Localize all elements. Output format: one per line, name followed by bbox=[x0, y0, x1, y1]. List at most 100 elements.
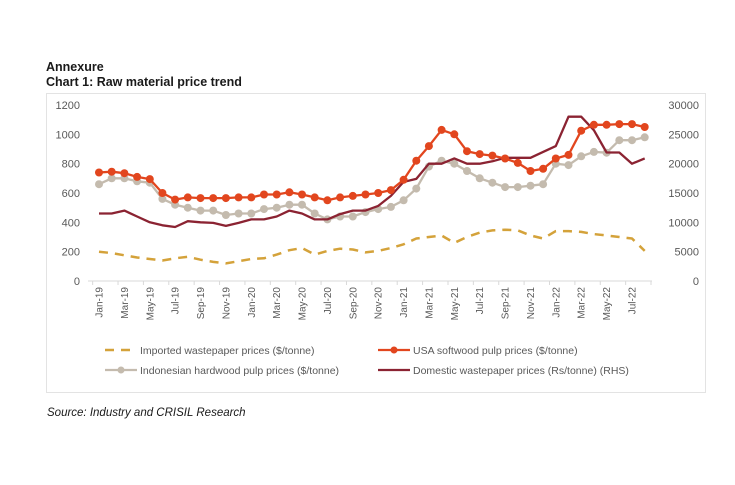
x-tick-label: Mar-20 bbox=[272, 287, 283, 319]
x-tick-label: Jul-20 bbox=[323, 287, 334, 315]
data-point-indonesian_hardwood bbox=[196, 206, 205, 215]
data-point-indonesian_hardwood bbox=[298, 200, 306, 209]
chart-title: Chart 1: Raw material price trend bbox=[46, 75, 242, 89]
y-tick-label-right: 10000 bbox=[668, 217, 699, 229]
data-point-indonesian_hardwood bbox=[348, 212, 357, 221]
data-point-usa_softwood bbox=[539, 164, 548, 173]
y-tick-label-left: 800 bbox=[62, 159, 80, 171]
y-tick-label-left: 600 bbox=[62, 188, 80, 200]
data-point-indonesian_hardwood bbox=[615, 136, 624, 145]
data-point-usa_softwood bbox=[424, 142, 433, 151]
data-point-indonesian_hardwood bbox=[183, 203, 192, 212]
data-point-indonesian_hardwood bbox=[450, 159, 459, 168]
data-point-usa_softwood bbox=[602, 120, 611, 129]
data-point-indonesian_hardwood bbox=[640, 133, 649, 142]
x-axis: Jan-19 Mar-19 May-19 Jul-19 Sep-19 Nov-19 Jan-… bbox=[88, 280, 652, 321]
data-point-usa_softwood bbox=[488, 151, 497, 160]
data-point-usa_softwood bbox=[196, 194, 205, 203]
y-tick-label-left: 1200 bbox=[56, 100, 80, 112]
data-point-indonesian_hardwood bbox=[513, 183, 522, 192]
data-point-usa_softwood bbox=[285, 188, 294, 197]
data-point-usa_softwood bbox=[374, 189, 383, 197]
data-point-usa_softwood bbox=[247, 193, 256, 202]
data-point-indonesian_hardwood bbox=[475, 174, 484, 183]
data-point-usa_softwood bbox=[260, 190, 268, 199]
data-point-indonesian_hardwood bbox=[463, 167, 471, 175]
y-axis-left: 0 200 400 600 800 1000 1200 bbox=[56, 100, 80, 288]
data-point-usa_softwood bbox=[589, 120, 598, 129]
y-tick-label-left: 200 bbox=[62, 247, 80, 259]
data-point-indonesian_hardwood bbox=[399, 196, 408, 205]
x-tick-label: Jul-21 bbox=[475, 287, 486, 315]
data-point-usa_softwood bbox=[628, 120, 636, 129]
legend-label: USA softwood pulp prices ($/tonne) bbox=[413, 345, 578, 357]
legend-swatch-marker bbox=[117, 366, 125, 374]
series-layer bbox=[95, 115, 649, 265]
x-tick-label: Nov-21 bbox=[526, 287, 537, 320]
data-point-usa_softwood bbox=[107, 167, 116, 176]
data-point-indonesian_hardwood bbox=[589, 147, 598, 156]
data-point-usa_softwood bbox=[577, 126, 586, 135]
data-point-indonesian_hardwood bbox=[158, 194, 167, 203]
data-point-usa_softwood bbox=[615, 120, 624, 129]
x-tick-label: May-21 bbox=[450, 287, 461, 321]
x-tick-label: Sep-21 bbox=[501, 287, 512, 320]
data-point-indonesian_hardwood bbox=[577, 152, 586, 161]
data-point-indonesian_hardwood bbox=[260, 205, 268, 214]
data-point-usa_softwood bbox=[513, 158, 522, 167]
x-tick-label: Sep-19 bbox=[196, 287, 207, 320]
data-point-indonesian_hardwood bbox=[209, 206, 218, 215]
legend-item-usa_softwood: USA softwood pulp prices ($/tonne) bbox=[378, 345, 578, 357]
data-point-usa_softwood bbox=[120, 169, 129, 178]
data-point-indonesian_hardwood bbox=[310, 209, 319, 218]
data-point-indonesian_hardwood bbox=[564, 161, 573, 170]
legend-label: Domestic wastepaper prices (Rs/tonne) (R… bbox=[413, 365, 629, 377]
x-tick-label: Nov-19 bbox=[221, 287, 232, 320]
data-point-usa_softwood bbox=[564, 150, 573, 159]
data-point-usa_softwood bbox=[640, 123, 649, 131]
data-point-indonesian_hardwood bbox=[95, 180, 103, 189]
x-tick-label: Mar-22 bbox=[577, 287, 588, 319]
data-point-usa_softwood bbox=[272, 190, 281, 199]
data-point-usa_softwood bbox=[133, 172, 142, 181]
x-tick-label: May-20 bbox=[298, 287, 309, 321]
data-point-indonesian_hardwood bbox=[386, 202, 395, 211]
data-point-usa_softwood bbox=[501, 154, 510, 163]
series-line-domestic_wastepaper bbox=[99, 115, 646, 229]
data-point-usa_softwood bbox=[145, 175, 154, 184]
y-tick-label-right: 20000 bbox=[668, 159, 699, 171]
data-point-usa_softwood bbox=[437, 125, 446, 134]
y-tick-label-left: 0 bbox=[74, 276, 80, 288]
data-point-usa_softwood bbox=[221, 194, 230, 203]
data-point-usa_softwood bbox=[551, 154, 560, 163]
data-point-usa_softwood bbox=[361, 190, 370, 199]
data-point-usa_softwood bbox=[463, 147, 471, 156]
data-point-indonesian_hardwood bbox=[539, 180, 548, 189]
x-tick-label: Mar-21 bbox=[424, 287, 435, 319]
y-tick-label-right: 25000 bbox=[668, 129, 699, 141]
y-tick-label-left: 400 bbox=[62, 217, 80, 229]
data-point-usa_softwood bbox=[298, 190, 306, 199]
annexure-heading: Annexure bbox=[46, 60, 104, 74]
x-tick-label: Jan-20 bbox=[247, 287, 258, 318]
data-point-usa_softwood bbox=[323, 196, 332, 205]
data-point-usa_softwood bbox=[386, 186, 395, 195]
data-point-usa_softwood bbox=[399, 175, 408, 184]
data-point-indonesian_hardwood bbox=[628, 136, 636, 145]
x-tick-label: Sep-20 bbox=[348, 287, 359, 320]
y-tick-label-right: 5000 bbox=[675, 247, 699, 259]
legend-item-indonesian_hardwood: Indonesian hardwood pulp prices ($/tonne… bbox=[105, 365, 339, 377]
chart-frame bbox=[46, 93, 706, 393]
data-point-usa_softwood bbox=[171, 195, 180, 204]
y-tick-label-right: 0 bbox=[693, 276, 699, 288]
data-point-indonesian_hardwood bbox=[412, 184, 421, 193]
x-tick-label: Jan-19 bbox=[95, 287, 106, 318]
series-line-usa_softwood bbox=[98, 122, 645, 202]
data-point-indonesian_hardwood bbox=[285, 200, 294, 209]
data-point-usa_softwood bbox=[95, 168, 103, 177]
legend-item-imported_wastepaper: Imported wastepaper prices ($/tonne) bbox=[105, 345, 315, 357]
x-tick-label: Jul-19 bbox=[171, 287, 182, 315]
legend: Imported wastepaper prices ($/tonne) USA … bbox=[105, 345, 629, 377]
data-point-usa_softwood bbox=[336, 193, 345, 202]
y-tick-label-right: 30000 bbox=[668, 100, 699, 112]
